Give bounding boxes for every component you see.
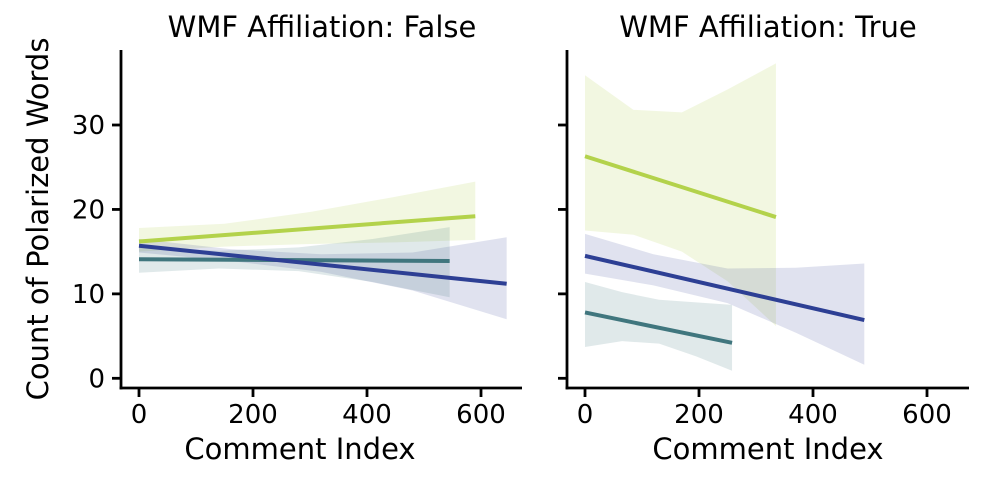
- regression-line-blue: [584, 253, 865, 322]
- x-tick-label: 200: [674, 400, 724, 430]
- x-tick-label: 600: [456, 400, 506, 430]
- y-tick-label: 20: [72, 195, 105, 225]
- facet-title-true: WMF Affiliation: True: [619, 10, 917, 44]
- x-tick-label: 0: [577, 400, 594, 430]
- regression-line-green: [584, 154, 777, 219]
- y-axis-title: Count of Polarized Words: [21, 37, 55, 401]
- x-axis-title-left: Comment Index: [184, 432, 416, 466]
- regression-line-green: [138, 214, 476, 244]
- y-tick-label: 10: [72, 280, 105, 310]
- confidence-band-blue: [585, 233, 865, 365]
- y-tick-label: 30: [72, 111, 105, 141]
- x-tick-label: 400: [342, 400, 392, 430]
- regression-line-blue: [138, 243, 507, 286]
- facet-1: 0 200 400 600: [558, 50, 969, 430]
- x-tick-label: 600: [902, 400, 952, 430]
- x-tick-label: 0: [131, 400, 148, 430]
- x-tick-label: 400: [788, 400, 838, 430]
- regression-line-teal: [584, 310, 733, 345]
- facet-0: 0 10 20 30 0 200 400 600: [72, 50, 522, 430]
- facet-title-false: WMF Affiliation: False: [167, 10, 477, 44]
- confidence-band-green: [585, 63, 776, 326]
- x-axis-title-right: Comment Index: [652, 432, 884, 466]
- x-tick-label: 200: [228, 400, 278, 430]
- y-tick-label: 0: [88, 364, 105, 394]
